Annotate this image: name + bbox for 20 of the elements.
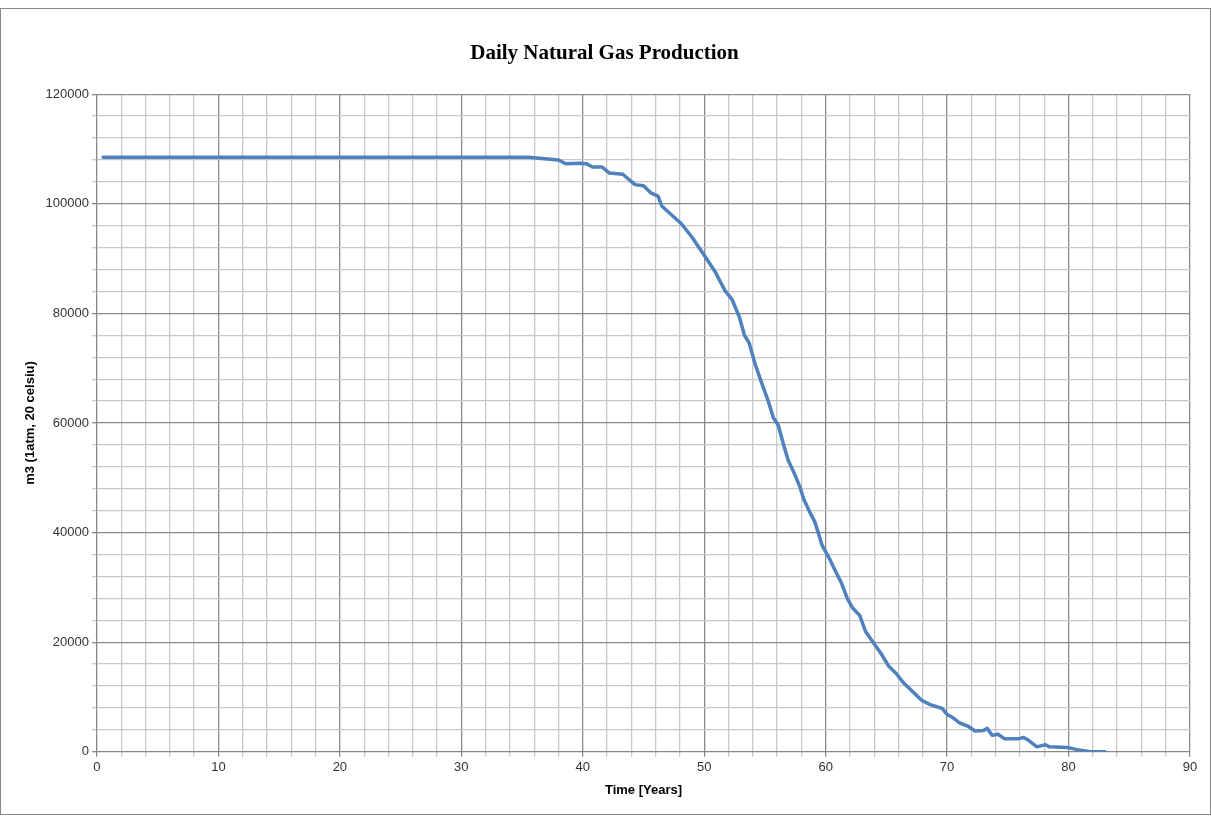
y-tick-label: 40000 [52, 524, 89, 540]
x-tick-label: 0 [93, 759, 101, 775]
y-tick-label: 60000 [52, 414, 89, 430]
y-tick-label: 0 [81, 743, 89, 759]
x-tick-label: 20 [332, 759, 348, 775]
x-tick-label: 80 [1061, 759, 1076, 775]
x-tick-label: 60 [818, 759, 833, 775]
y-tick-label: 100000 [45, 195, 89, 211]
y-tick-label: 80000 [52, 304, 89, 320]
y-tick-label: 20000 [52, 633, 89, 649]
x-tick-label: 70 [939, 759, 955, 775]
y-tick-label: 120000 [45, 85, 89, 101]
x-tick-label: 40 [575, 759, 590, 775]
x-tick-label: 10 [211, 759, 226, 775]
x-axis-title: Time [Years] [604, 781, 683, 797]
x-tick-label: 50 [696, 759, 712, 775]
y-axis-title: m3 (1atm, 20 celsiu) [22, 361, 38, 485]
x-tick-label: 90 [1182, 759, 1198, 775]
x-tick-label: 30 [454, 759, 469, 775]
chart-title: Daily Natural Gas Production [470, 40, 740, 65]
